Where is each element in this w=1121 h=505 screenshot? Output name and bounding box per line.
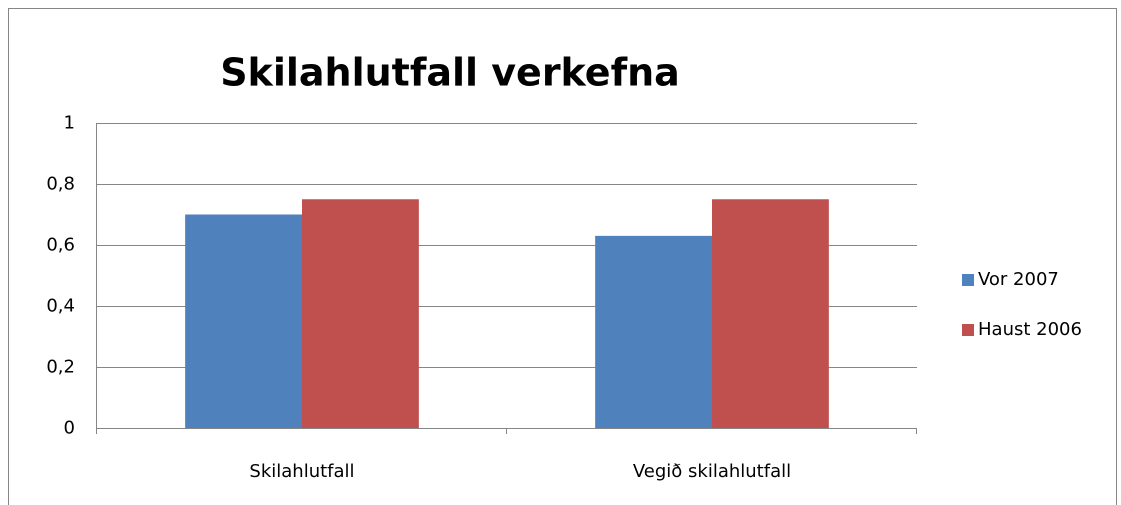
chart-title: Skilahlutfall verkefna (220, 51, 680, 95)
legend-swatch (962, 274, 974, 286)
y-tick-label: 0,6 (46, 235, 75, 256)
legend-swatch (962, 324, 974, 336)
bar (712, 199, 829, 428)
legend-label: Haust 2006 (978, 319, 1082, 340)
x-tick-label: Skilahlutfall (249, 461, 354, 482)
bar (185, 214, 302, 428)
legend-label: Vor 2007 (978, 269, 1059, 290)
y-tick-label: 1 (64, 113, 75, 134)
chart-frame (8, 8, 1117, 505)
y-tick-label: 0 (64, 418, 75, 439)
bar (595, 235, 712, 428)
y-tick-label: 0,2 (46, 357, 75, 378)
y-tick-label: 0,4 (46, 296, 75, 317)
x-tick-label: Vegið skilahlutfall (633, 461, 791, 482)
bar (302, 199, 419, 428)
y-tick-label: 0,8 (46, 174, 75, 195)
